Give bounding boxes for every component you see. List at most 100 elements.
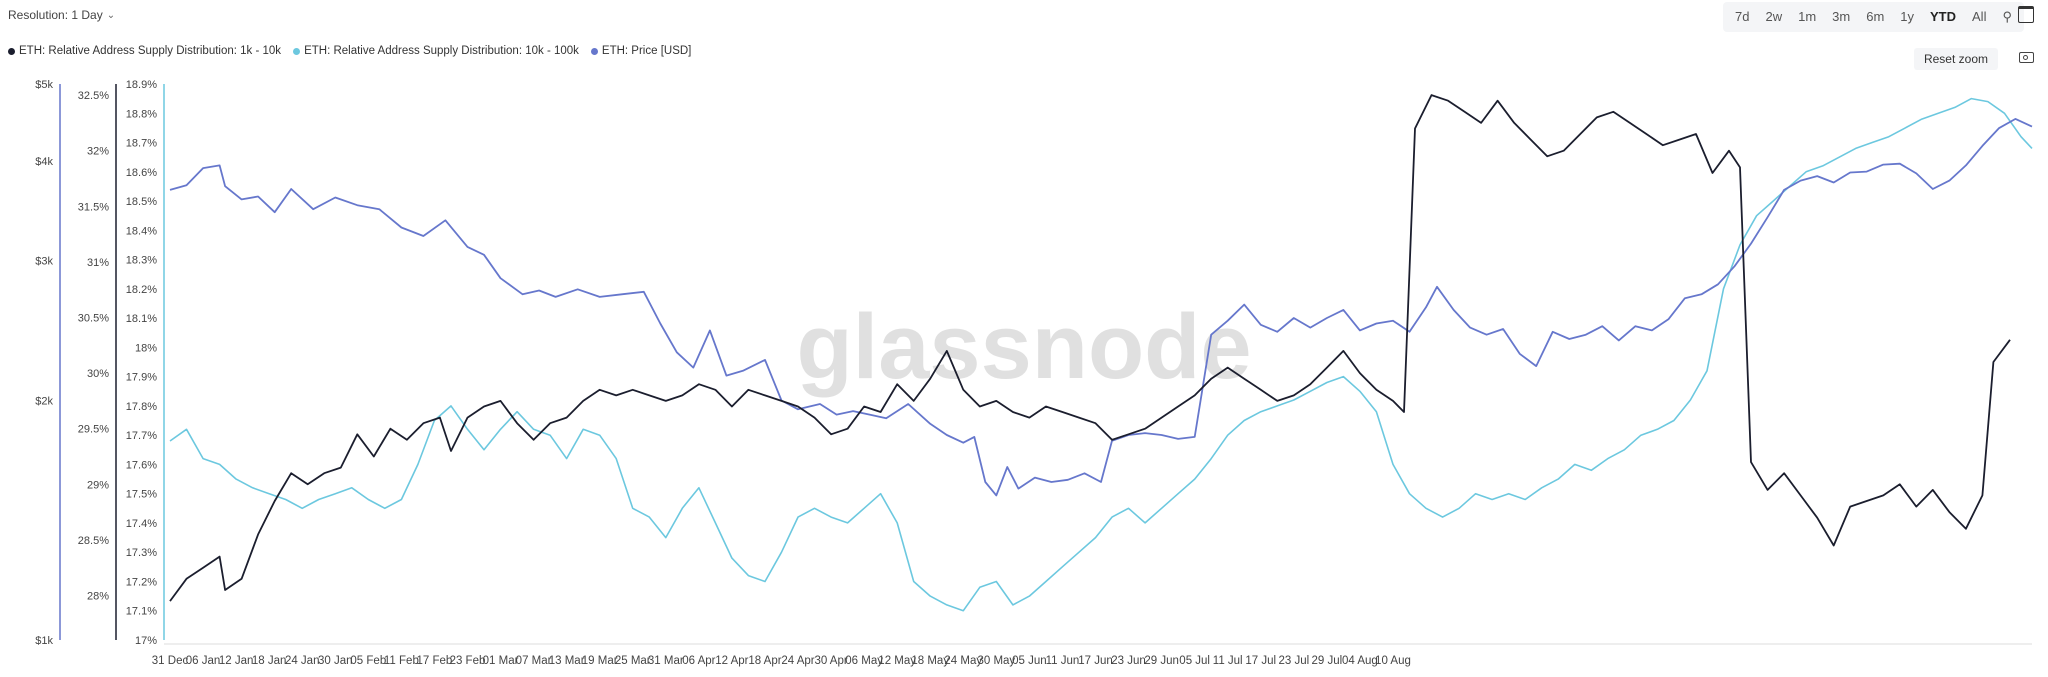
chart-legend: ETH: Relative Address Supply Distributio… [8,45,691,57]
zoom-search-icon[interactable]: ⚲ [2002,9,2012,24]
price-axis-tick-label: $3k [35,255,53,267]
dist-10k-100k-tick-label: 17.2% [126,576,157,588]
reset-zoom-button[interactable]: Reset zoom [1913,48,1998,70]
dist-10k-100k-tick-label: 17.3% [126,547,157,559]
dist-1k-10k-tick-label: 32% [87,146,109,158]
x-axis-tick-label: 29 Jun [1144,655,1179,667]
dist-1k-10k-tick-label: 31.5% [78,201,109,213]
range-ytd-button[interactable]: YTD [1930,9,1957,24]
x-axis-tick-label: 17 Jun [1078,655,1113,667]
x-axis-tick-label: 30 May [977,655,1015,667]
x-axis-tick-label: 25 Mar [615,655,651,667]
dist-1k-10k-tick-label: 32.5% [78,90,109,102]
dist-10k-100k-tick-label: 17% [135,635,157,647]
x-axis-tick-label: 30 Apr [814,655,847,667]
x-axis-tick-label: 06 Apr [682,655,715,667]
x-axis-tick-label: 18 Apr [748,655,781,667]
x-axis-tick-label: 17 Jul [1245,655,1276,667]
dist-10k-100k-tick-label: 17.1% [126,606,157,618]
price-axis-tick-label: $2k [35,396,53,408]
x-axis-tick-label: 05 Jul [1179,655,1210,667]
series-group [169,94,2033,612]
legend-dot-icon [293,47,301,55]
camera-icon[interactable] [2019,52,2034,63]
dist-10k-100k-tick-label: 18.7% [126,138,157,150]
dist-1k-10k-tick-label: 28% [87,591,109,603]
range-selector: 7d 2w 1m 3m 6m 1y YTD All ⚲ [1723,2,2024,32]
legend-item-10k-100k[interactable]: ETH: Relative Address Supply Distributio… [293,45,579,57]
dist-10k-100k-tick-label: 18.5% [126,196,157,208]
chevron-down-icon: ⌄ [106,9,116,21]
legend-label: ETH: Relative Address Supply Distributio… [304,45,579,57]
x-axis-tick-label: 04 Aug [1342,655,1378,667]
x-axis-tick-label: 23 Jun [1111,655,1146,667]
range-1m-button[interactable]: 1m [1798,9,1817,24]
x-axis-tick-label: 19 Mar [582,655,618,667]
x-axis-tick-label: 01 Mar [483,655,519,667]
legend-label: ETH: Price [USD] [601,45,692,57]
legend-dot-icon [8,47,15,55]
dist-10k-100k-tick-label: 18.4% [126,225,157,237]
top-toolbar: Resolution: 1 Day ⌄ 7d 2w 1m 3m 6m 1y YT… [0,0,2048,34]
x-axis-tick-label: 18 Jan [252,655,287,667]
dist-10k-100k-tick-label: 18.1% [126,313,157,325]
dist-10k-100k-tick-label: 18.3% [126,255,157,267]
dist-1k-10k-tick-label: 31% [87,257,109,269]
x-axis-tick-label: 23 Jul [1278,655,1309,667]
price-axis-tick-label: $1k [35,635,53,647]
dist-10k-100k-tick-label: 18% [135,342,157,354]
x-axis-tick-label: 31 Dec [152,655,189,667]
x-axis-tick-label: 17 Feb [417,655,453,667]
resolution-dropdown[interactable]: Resolution: 1 Day ⌄ [8,8,115,22]
x-axis-tick-label: 06 May [845,655,883,667]
dist-10k-100k-tick-label: 18.6% [126,167,157,179]
series-line-1k-10k [169,94,2011,602]
dist-10k-100k-tick-label: 18.8% [126,108,157,120]
x-axis-tick-label: 06 Jan [186,655,221,667]
dist-1k-10k-tick-label: 29% [87,479,109,491]
dist-1k-10k-tick-label: 30% [87,368,109,380]
price-axis-tick-label: $4k [35,156,53,168]
range-7d-button[interactable]: 7d [1735,9,1750,24]
legend-item-1k-10k[interactable]: ETH: Relative Address Supply Distributio… [8,45,281,57]
x-axis-tick-label: 31 Mar [648,655,684,667]
dist-1k-10k-tick-label: 28.5% [78,535,109,547]
x-axis-tick-label: 18 May [911,655,949,667]
calendar-icon[interactable] [2018,6,2034,23]
x-axis-tick-label: 29 Jul [1312,655,1343,667]
dist-10k-100k-tick-label: 17.6% [126,459,157,471]
x-axis-tick-label: 30 Jan [318,655,353,667]
watermark: glassnode [796,296,1251,398]
dist-1k-10k-tick-label: 30.5% [78,313,109,325]
series-line-10k-100k [169,97,2033,612]
x-axis-tick-label: 23 Feb [450,655,486,667]
x-axis-tick-label: 05 Feb [350,655,386,667]
dist-10k-100k-tick-label: 17.4% [126,518,157,530]
x-axis-tick-label: 11 Jun [1046,655,1080,667]
range-6m-button[interactable]: 6m [1866,9,1885,24]
dist-10k-100k-tick-label: 18.2% [126,284,157,296]
x-axis-tick-label: 12 Apr [715,655,748,667]
x-axis-tick-label: 05 Jun [1012,655,1047,667]
dist-10k-100k-tick-label: 18.9% [126,79,157,91]
range-1y-button[interactable]: 1y [1900,9,1915,24]
x-axis-tick-label: 13 Mar [549,655,585,667]
x-axis-tick-label: 07 Mar [516,655,552,667]
legend-dot-icon [590,47,598,55]
range-all-button[interactable]: All [1972,9,1987,24]
x-axis-tick-label: 11 Jul [1213,655,1243,667]
x-axis-tick-label: 12 Jan [219,655,254,667]
range-3m-button[interactable]: 3m [1832,9,1851,24]
x-axis-tick-label: 24 Apr [781,655,814,667]
dist-10k-100k-tick-label: 17.8% [126,401,157,413]
legend-item-price[interactable]: ETH: Price [USD] [590,45,692,57]
x-axis-tick-label: 24 May [944,655,982,667]
dist-1k-10k-tick-label: 29.5% [78,424,109,436]
dist-10k-100k-tick-label: 17.5% [126,489,157,501]
x-axis-tick-label: 12 May [878,655,916,667]
range-2w-button[interactable]: 2w [1765,9,1783,24]
x-axis-tick-label: 24 Jan [285,655,320,667]
x-axis-tick-label: 11 Feb [384,655,419,667]
dist-10k-100k-tick-label: 17.9% [126,372,157,384]
